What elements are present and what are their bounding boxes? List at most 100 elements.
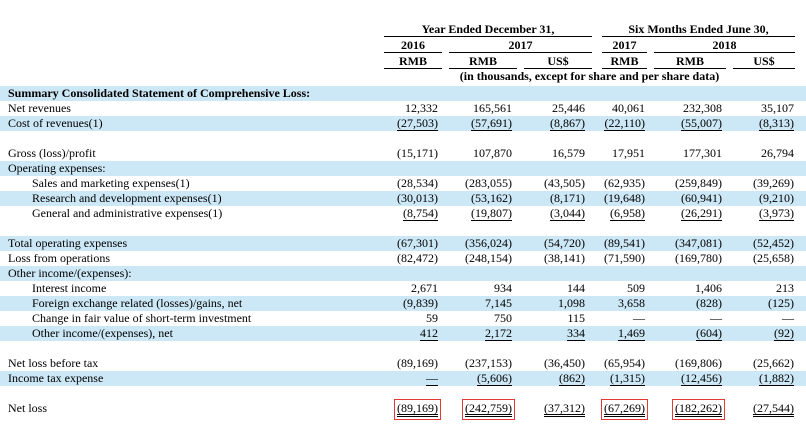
- row-label: Change in fair value of short-term inves…: [32, 311, 252, 325]
- value-text: 177,301: [683, 146, 722, 160]
- value-text: —: [710, 311, 722, 325]
- row-label: Sales and marketing expenses(1): [32, 176, 190, 190]
- value-text: (53,162): [471, 191, 512, 205]
- value-cell: 934: [442, 281, 512, 296]
- value-text: (22,110): [604, 116, 645, 131]
- value-cell: (26,291): [652, 206, 722, 221]
- value-text: —: [426, 371, 438, 386]
- value-text: (25,658): [753, 251, 794, 265]
- value-cell: (12,456): [652, 371, 722, 386]
- year-2017-six-months: 2017: [602, 38, 647, 53]
- table-row: Total operating expenses (67,301) (356,024…: [0, 236, 806, 251]
- value-text: (89,541): [604, 236, 645, 250]
- value-text: (65,954): [604, 356, 645, 370]
- currency-col-1: RMB: [384, 54, 442, 69]
- value-cell: (242,759): [442, 399, 515, 420]
- value-cell: (828): [652, 296, 722, 311]
- value-text: 1,406: [695, 281, 722, 295]
- value-text: (1,882): [759, 371, 794, 386]
- value-text: —: [782, 311, 794, 325]
- value-cell: (22,110): [585, 116, 645, 131]
- value-cell: (52,452): [734, 236, 794, 251]
- value-text: (6,958): [610, 206, 645, 221]
- row-label: Operating expenses:: [8, 161, 106, 175]
- value-text: 934: [494, 281, 512, 295]
- value-cell: (39,269): [734, 176, 794, 191]
- value-cell: (57,691): [442, 116, 512, 131]
- value-text: (3,973): [759, 206, 794, 221]
- value-text: (55,007): [681, 116, 722, 131]
- statement-rows: Summary Consolidated Statement of Compre…: [0, 86, 806, 420]
- value-text: (26,291): [681, 206, 722, 221]
- value-cell: (125): [734, 296, 794, 311]
- value-text: 35,107: [761, 101, 794, 115]
- value-text: 750: [494, 311, 512, 325]
- value-text: 12,332: [405, 101, 438, 115]
- value-cell: (6,958): [585, 206, 645, 221]
- value-text: (38,141): [544, 251, 585, 265]
- value-cell: (25,658): [734, 251, 794, 266]
- value-text: (54,720): [544, 236, 585, 250]
- value-cell: 115: [525, 311, 585, 326]
- value-text: —: [633, 311, 645, 325]
- value-text: 59: [426, 311, 438, 325]
- value-cell: 16,579: [525, 146, 585, 161]
- six-months-header: Six Months Ended June 30,: [602, 22, 795, 37]
- spacer-row: [0, 131, 806, 146]
- table-row: Other income/(expenses):: [0, 266, 806, 281]
- row-label: Summary Consolidated Statement of Compre…: [8, 86, 311, 100]
- value-text: 1,469: [618, 326, 645, 341]
- table-row: Cost of revenues(1) (27,503) (57,691) (8,86…: [0, 116, 806, 131]
- value-cell: 59: [378, 311, 438, 326]
- row-label: Net loss before tax: [8, 356, 99, 370]
- value-cell: (92): [734, 326, 794, 341]
- year-2016: 2016: [384, 38, 442, 53]
- value-text: (862): [559, 371, 585, 386]
- row-label: Research and development expenses(1): [32, 191, 222, 205]
- value-cell: (28,534): [378, 176, 438, 191]
- value-text: (259,849): [675, 176, 722, 190]
- currency-col-2: RMB: [449, 54, 517, 69]
- value-text: (89,169): [394, 399, 441, 420]
- value-text: (57,691): [471, 116, 512, 131]
- value-cell: (283,055): [442, 176, 512, 191]
- table-row: Interest income 2,671 934 144 509 1,406 213: [0, 281, 806, 296]
- value-text: (169,780): [675, 251, 722, 265]
- value-cell: (3,044): [525, 206, 585, 221]
- row-label: General and administrative expenses(1): [32, 206, 223, 220]
- value-cell: (89,541): [585, 236, 645, 251]
- table-row: General and administrative expenses(1) (8…: [0, 206, 806, 221]
- value-text: 25,446: [552, 101, 585, 115]
- value-text: 40,061: [612, 101, 645, 115]
- spacer-row: [0, 386, 806, 401]
- value-cell: (27,544): [734, 401, 794, 417]
- row-label: Interest income: [32, 281, 107, 295]
- table-row: Research and development expenses(1) (30,…: [0, 191, 806, 206]
- value-cell: —: [378, 371, 438, 386]
- value-cell: 213: [734, 281, 794, 296]
- value-text: 115: [567, 311, 585, 325]
- value-cell: 144: [525, 281, 585, 296]
- value-text: 213: [776, 281, 794, 295]
- value-cell: 165,561: [442, 101, 512, 116]
- value-cell: (27,503): [378, 116, 438, 131]
- table-row: Sales and marketing expenses(1) (28,534) (…: [0, 176, 806, 191]
- value-cell: 7,145: [442, 296, 512, 311]
- value-cell: (19,648): [585, 191, 645, 206]
- value-text: 334: [567, 326, 585, 341]
- value-text: (347,081): [675, 236, 722, 250]
- value-cell: 107,870: [442, 146, 512, 161]
- year-ended-header: Year Ended December 31,: [384, 22, 592, 37]
- value-cell: 1,469: [585, 326, 645, 341]
- value-cell: (54,720): [525, 236, 585, 251]
- spacer-row: [0, 341, 806, 356]
- value-text: (27,544): [753, 401, 794, 417]
- value-cell: (62,935): [585, 176, 645, 191]
- value-cell: (30,013): [378, 191, 438, 206]
- value-cell: (43,505): [525, 176, 585, 191]
- value-cell: (182,262): [652, 399, 725, 420]
- value-cell: —: [734, 311, 794, 326]
- value-cell: (53,162): [442, 191, 512, 206]
- value-cell: 35,107: [734, 101, 794, 116]
- value-text: (828): [696, 296, 722, 310]
